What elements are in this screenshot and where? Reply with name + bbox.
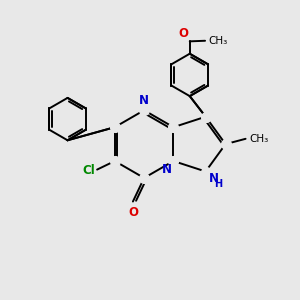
Text: N: N <box>162 164 172 176</box>
Text: H: H <box>214 178 223 189</box>
Text: O: O <box>128 206 138 219</box>
Text: O: O <box>178 27 188 40</box>
Text: Cl: Cl <box>83 164 95 177</box>
Text: N: N <box>208 172 219 185</box>
Text: CH₃: CH₃ <box>208 36 227 46</box>
Text: CH₃: CH₃ <box>249 134 268 144</box>
Text: N: N <box>139 94 149 107</box>
